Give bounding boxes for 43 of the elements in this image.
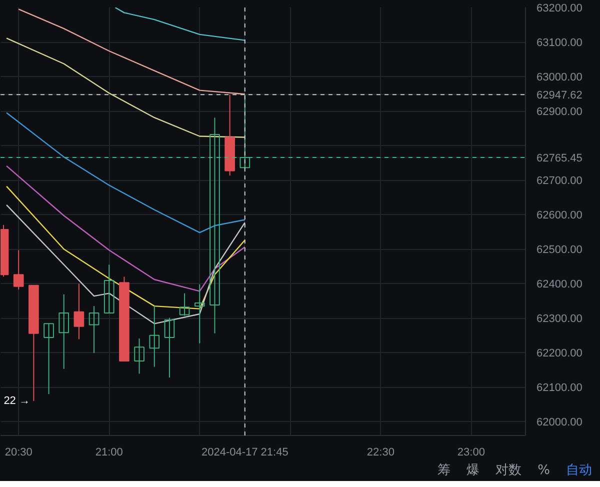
x-tick-label: 23:00 — [457, 446, 485, 458]
text: 自动 — [566, 462, 592, 480]
x-tick-label: 20:30 — [4, 446, 32, 458]
candlestick — [88, 306, 100, 354]
line-series — [18, 8, 246, 95]
y-tick-label: 63100.00 — [536, 37, 582, 50]
y-tick-label: 63200.00 — [536, 2, 582, 14]
text: % — [538, 462, 550, 480]
candlestick — [194, 284, 205, 344]
candlestick — [104, 264, 114, 314]
line-series — [6, 186, 246, 310]
candlestick — [134, 338, 144, 374]
x-tick-label: 22:30 — [366, 446, 394, 458]
candlestick — [13, 250, 24, 290]
candlestick — [149, 306, 160, 368]
y-tick-label: 62500.00 — [536, 244, 582, 256]
text: 爆 — [466, 462, 480, 480]
candlestick — [164, 317, 175, 378]
candlestick — [210, 117, 220, 334]
candlestick — [58, 294, 70, 370]
annotation: 22 → — [4, 394, 30, 407]
line-series — [114, 8, 246, 41]
line-series — [6, 38, 246, 138]
ref-line-label: 62947.62 — [536, 90, 582, 102]
text: 筹 — [438, 462, 451, 480]
x-tick-label: 21:00 — [95, 446, 123, 458]
line-series — [6, 165, 246, 292]
y-tick-label: 62100.00 — [536, 382, 582, 394]
line-series — [6, 112, 246, 234]
y-tick-label: 63000.00 — [536, 72, 582, 84]
y-tick-label: 62000.00 — [536, 416, 582, 429]
y-tick-label: 62700.00 — [536, 175, 582, 188]
candlestick — [179, 292, 190, 316]
y-tick-label: 62300.00 — [536, 313, 582, 326]
y-tick-label: 62900.00 — [536, 106, 582, 118]
ref-line-label: 62765.45 — [536, 152, 582, 164]
ref-line-label: 2024-04-17 21:45 — [201, 446, 288, 458]
candlestick — [44, 323, 54, 395]
y-tick-label: 62600.00 — [536, 210, 582, 222]
candlestick — [74, 283, 84, 340]
text: 对数 — [496, 462, 522, 480]
y-tick-label: 62400.00 — [536, 278, 582, 291]
y-tick-label: 62200.00 — [536, 348, 582, 360]
